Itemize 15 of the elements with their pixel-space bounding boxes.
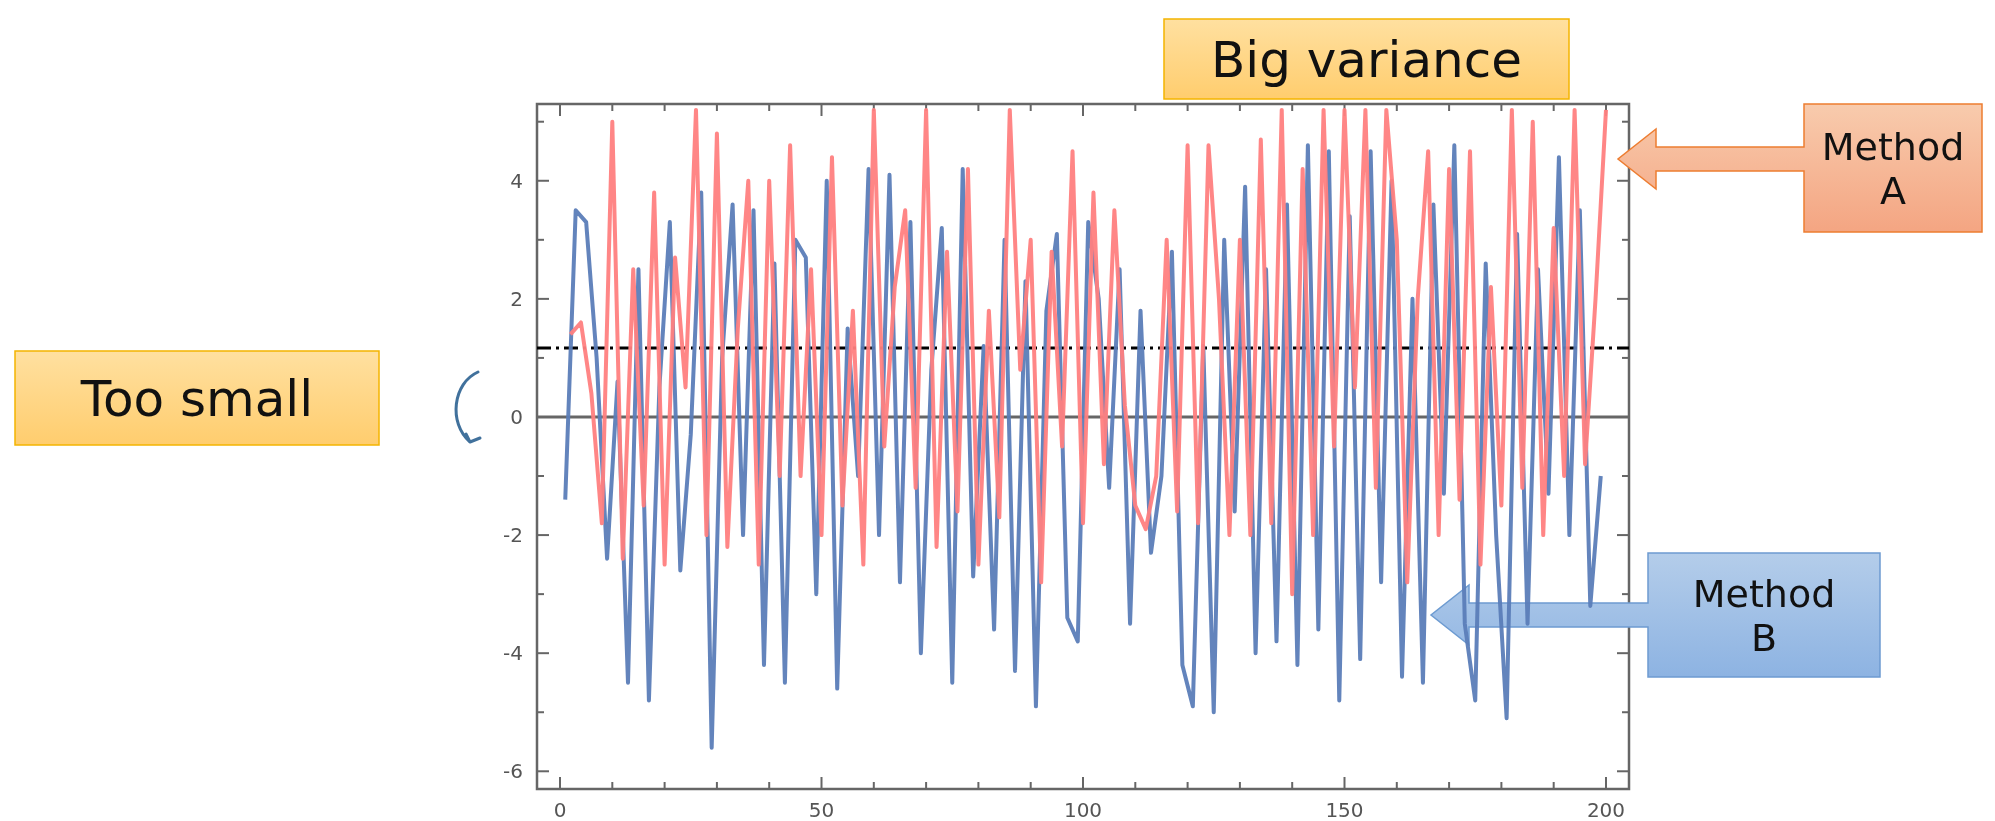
y-tick-label: -2: [503, 523, 523, 548]
text: Big variance: [1210, 31, 1523, 89]
x-tick-label: 200: [1586, 798, 1626, 821]
text: Method B: [1692, 572, 1836, 660]
y-tick-label: 0: [510, 404, 523, 429]
text: Method A: [1821, 125, 1965, 213]
y-tick-label: 2: [510, 286, 523, 311]
x-tick-label: 150: [1325, 798, 1364, 821]
x-tick-label: 50: [808, 798, 835, 821]
x-tick-label: 100: [1063, 798, 1103, 821]
y-tick-label: 4: [510, 168, 523, 193]
y-tick-label: -4: [503, 641, 523, 666]
text: Too small: [79, 370, 314, 428]
x-tick-label: 0: [553, 798, 567, 821]
y-tick-label: -6: [503, 759, 523, 784]
